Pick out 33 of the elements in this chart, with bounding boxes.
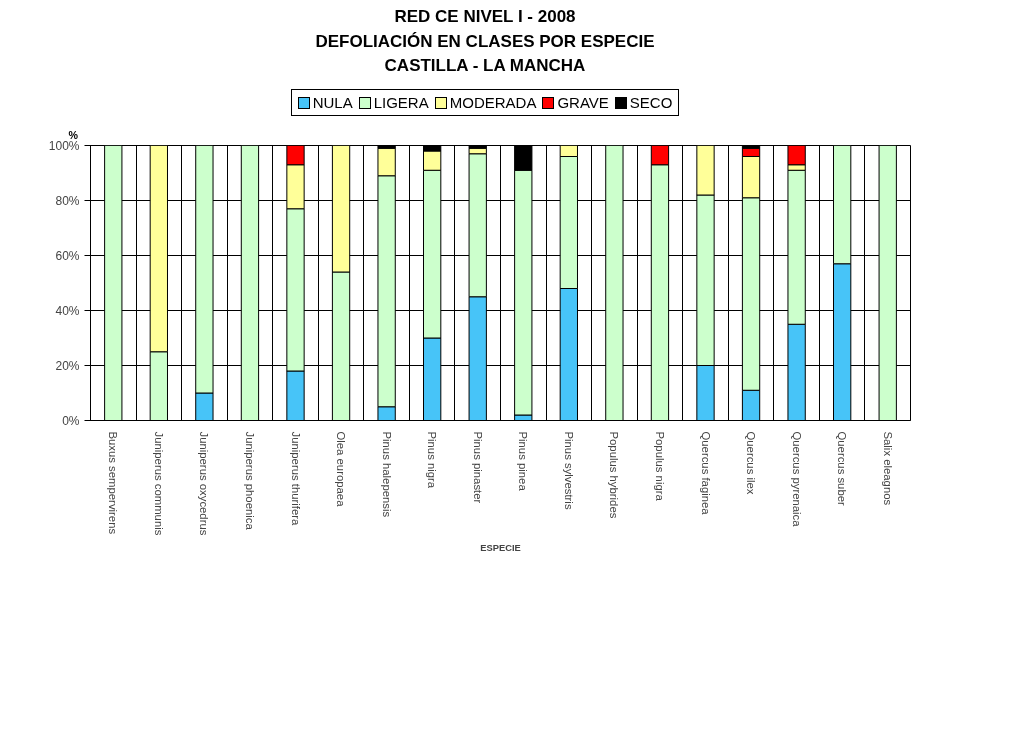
x-tick-label: Pinus halepensis [380,431,393,518]
y-tick-label: 20% [55,358,80,373]
legend-label: SECO [629,93,673,111]
x-tick-label: Juniperus thurifera [289,431,302,527]
x-tick-label: Pinus sylvestris [562,431,575,511]
x-tick-label: Buxus sempervirens [107,431,120,535]
legend-label: GRAVE [557,93,609,111]
y-tick-label: 40% [55,303,80,318]
legend-label: MODERADA [449,93,537,111]
x-tick-label: Olea europaea [335,431,348,508]
bar [468,145,487,150]
y-tick-label: 0% [62,413,80,428]
x-tick-label: Quercus faginea [699,431,712,516]
chart-title: RED CE NIVEL I - 2008 DEFOLIACIÓN EN CLASES POR ESPECIE CASTILLA - LA MANCHA [314,6,656,78]
x-tick-label: Quercus suber [836,431,849,507]
y-tick-label: 60% [55,248,80,263]
x-tick-label: Salix eleagnos [881,431,894,506]
x-tick-label: Populus hybrides [608,431,621,520]
x-axis-title: ESPECIE [480,543,521,554]
x-tick-label: Populus nigra [653,431,666,502]
y-tick-label: 100% [48,138,80,153]
x-tick-label: Juniperus communis [152,431,165,537]
x-tick-label: Quercus ilex [745,431,758,496]
x-tick-label: Juniperus phoenica [243,431,256,531]
legend-label: NULA [312,93,353,111]
y-tick-label: 80% [55,193,80,208]
x-tick-label: Pinus nigra [426,431,439,490]
x-tick-label: Pinus pinaster [471,431,484,504]
x-tick-label: Pinus pinea [517,431,530,492]
legend-label: LIGERA [373,93,429,111]
x-tick-label: Quercus pyrenaica [790,431,803,528]
x-tick-label: Juniperus oxycedrus [198,431,211,537]
y-axis-title: % [68,128,79,141]
